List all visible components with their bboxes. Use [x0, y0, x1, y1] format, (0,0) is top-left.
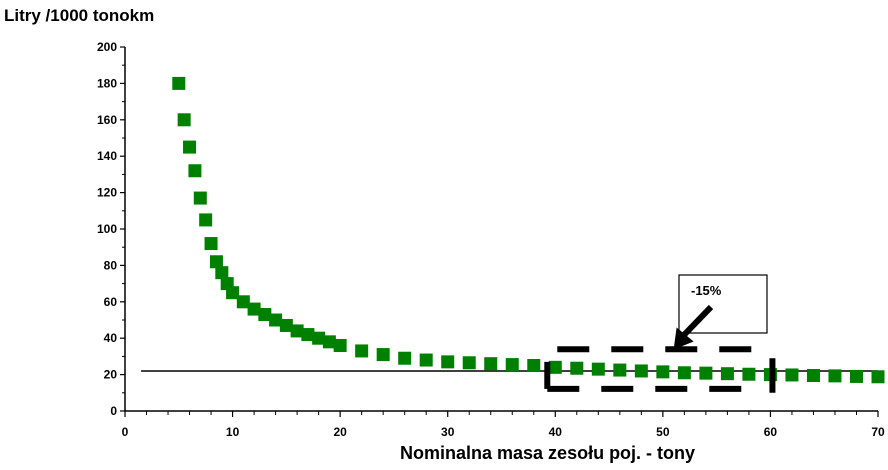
x-tick-label: 60 — [764, 425, 778, 439]
data-point — [236, 295, 250, 309]
x-tick-label: 50 — [656, 425, 670, 439]
data-point — [312, 331, 326, 345]
y-tick-label: 160 — [97, 113, 117, 127]
data-point — [656, 365, 670, 379]
data-point — [871, 370, 885, 384]
data-point — [677, 366, 691, 380]
y-tick-label: 140 — [97, 149, 117, 163]
data-point — [269, 313, 283, 327]
x-axis-label: Nominalna masa zesołu poj. - tony — [400, 443, 696, 463]
data-point — [355, 344, 369, 358]
data-point — [193, 191, 207, 205]
data-point — [613, 363, 627, 377]
y-tick-label: 0 — [110, 404, 117, 418]
y-tick-label: 180 — [97, 76, 117, 90]
data-point — [279, 318, 293, 332]
x-tick-label: 30 — [441, 425, 455, 439]
x-tick-label: 70 — [871, 425, 885, 439]
data-point — [204, 237, 218, 251]
data-point — [183, 140, 197, 154]
annotation-label: -15% — [691, 283, 722, 298]
data-point — [828, 369, 842, 383]
data-points — [172, 76, 885, 384]
data-point — [215, 266, 229, 280]
x-tick-label: 20 — [333, 425, 347, 439]
data-point — [209, 255, 223, 269]
data-point — [634, 364, 648, 378]
y-tick-label: 100 — [97, 222, 117, 236]
data-point — [548, 360, 562, 374]
data-point — [290, 324, 304, 338]
data-point — [376, 348, 390, 362]
y-tick-label: 20 — [104, 368, 118, 382]
data-point — [226, 286, 240, 300]
data-point — [441, 355, 455, 369]
axes: 0 20 40 60 80 100 120 140 160 180 200 0 10 20 30 40 50 60… — [97, 40, 885, 439]
data-point — [720, 367, 734, 381]
data-point — [806, 369, 820, 383]
data-point — [172, 76, 186, 90]
data-point — [591, 362, 605, 376]
data-point — [742, 367, 756, 381]
annotation-arrow-shaft — [679, 304, 714, 340]
data-point — [527, 359, 541, 372]
data-point — [462, 356, 476, 370]
data-point — [188, 164, 202, 178]
x-tick-label: 10 — [226, 425, 240, 439]
x-tick-label: 0 — [122, 425, 129, 439]
y-tick-label: 120 — [97, 186, 117, 200]
y-tick-label: 80 — [104, 258, 118, 272]
data-point — [322, 335, 336, 349]
data-point — [570, 361, 584, 375]
data-point — [333, 338, 347, 352]
data-point — [258, 308, 272, 322]
data-point — [419, 353, 433, 367]
data-point — [484, 357, 498, 371]
data-point — [199, 213, 213, 227]
y-tick-label: 200 — [97, 40, 117, 54]
annotation-layer: -15% — [544, 274, 776, 393]
data-point — [247, 302, 261, 316]
x-tick-label: 40 — [549, 425, 563, 439]
data-point — [398, 351, 412, 365]
data-point — [785, 368, 799, 382]
data-point — [849, 369, 863, 383]
y-tick-label: 60 — [104, 295, 118, 309]
annotation-arrow-head — [673, 327, 694, 350]
data-point — [699, 366, 713, 380]
y-axis-label: Litry /1000 tonokm — [4, 6, 155, 25]
data-point — [177, 113, 191, 127]
data-point — [505, 358, 519, 372]
data-point — [301, 328, 315, 342]
y-tick-label: 40 — [104, 331, 118, 345]
